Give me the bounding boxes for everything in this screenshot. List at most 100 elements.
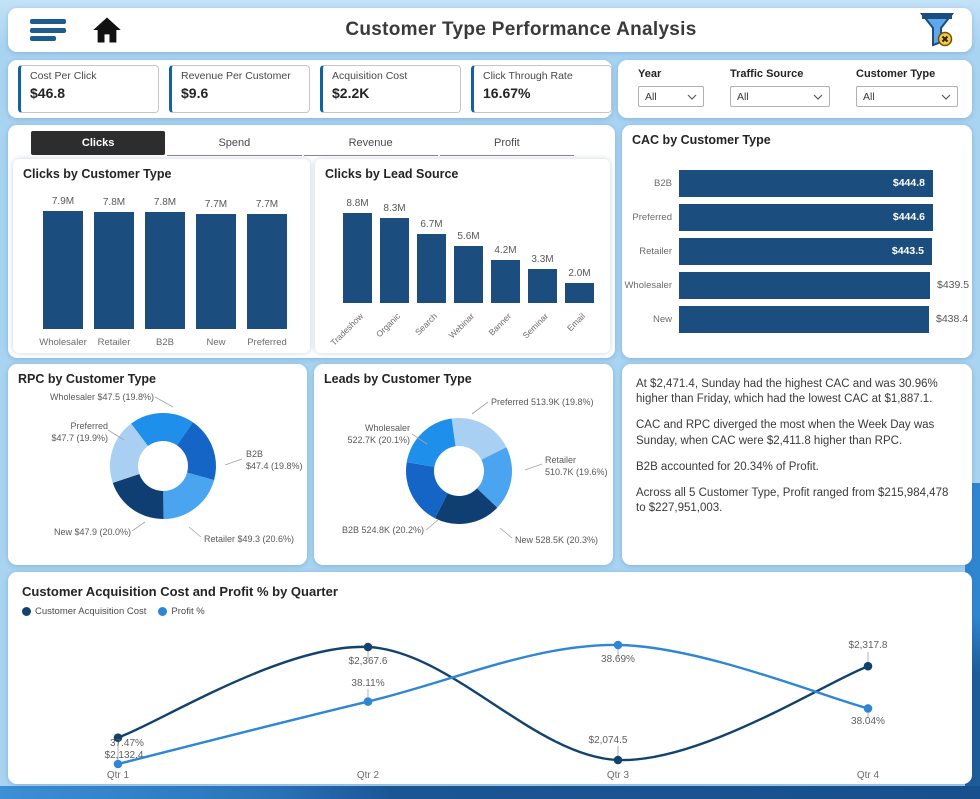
donut-label-preferred: Preferred 513.9K (19.8%) (491, 397, 594, 407)
donut-segment-Wholesaler[interactable] (108, 411, 217, 520)
bar-plot: 7.9M Wholesaler 7.8M Retailer 7.8M B2B 7.7M New… (13, 159, 310, 353)
data-point-Qtr 3[interactable] (613, 755, 623, 765)
tab-spend[interactable]: Spend (167, 131, 302, 156)
data-point-Qtr 2[interactable] (363, 642, 373, 652)
line-Customer Acquisition Cost (117, 645, 869, 762)
bar-Tradeshow[interactable] (343, 213, 372, 303)
bar-category-label: B2B (654, 178, 672, 189)
bar-B2B[interactable] (145, 212, 185, 329)
kpi-row: Cost Per Click $46.8 Revenue Per Custome… (8, 60, 612, 118)
bar-category-label: Retailer (97, 337, 131, 348)
filter-label: Customer Type (856, 68, 936, 80)
bar-Preferred[interactable] (679, 204, 933, 231)
customer-type-dropdown[interactable]: All (856, 86, 958, 107)
donut-label-b2b: B2B 524.8K (20.2%) (341, 525, 424, 535)
menu-icon[interactable] (30, 19, 66, 41)
bar-Wholesaler[interactable] (679, 272, 930, 299)
data-point-Qtr 3[interactable] (613, 640, 623, 650)
filter-year: Year All (638, 68, 704, 107)
donut-segment-B2B[interactable] (108, 411, 217, 520)
kpi-card-acquisition-cost: Acquisition Cost $2.2K (320, 65, 461, 113)
bar-Preferred[interactable] (247, 214, 287, 329)
metric-tabs: Clicks Spend Revenue Profit (30, 131, 575, 156)
donut-chart (108, 411, 217, 520)
bar-value-label: 3.3M (531, 254, 554, 265)
donut-segment-B2B[interactable] (406, 418, 512, 524)
tab-profit[interactable]: Profit (439, 131, 574, 156)
bar-plot: 8.8M Tradeshow 8.3M Organic 6.7M Search 5.6M We… (315, 159, 610, 353)
bar-value-label: 7.7M (204, 199, 228, 210)
dropdown-value: All (737, 90, 749, 103)
clicks-by-customer-type-chart: Clicks by Customer Type 7.9M Wholesaler 7.… (13, 159, 310, 353)
data-point-Qtr 4[interactable] (863, 704, 873, 713)
tab-clicks[interactable]: Clicks (31, 131, 166, 155)
donut-segment-Retailer[interactable] (108, 411, 217, 520)
chevron-down-icon (941, 94, 951, 100)
bar-Organic[interactable] (380, 218, 409, 303)
bar-category-label: Retailer (639, 246, 672, 257)
bar-Webinar[interactable] (454, 246, 483, 303)
kpi-label: Cost Per Click (30, 70, 97, 82)
bar-category-label: Preferred (632, 212, 672, 223)
data-point-Qtr 2[interactable] (363, 697, 373, 706)
bar-Email[interactable] (565, 283, 594, 303)
filter-row: Year All Traffic Source All Customer Typ… (618, 60, 972, 118)
kpi-value: $46.8 (30, 85, 66, 101)
cac-profit-by-quarter-chart: Customer Acquisition Cost and Profit % b… (8, 572, 972, 784)
bar-value-label: 7.9M (51, 196, 75, 207)
kpi-label: Revenue Per Customer (181, 70, 291, 82)
bar-value-label: 7.8M (153, 197, 177, 208)
donut-segment-Wholesaler[interactable] (406, 418, 512, 524)
legend-label: Profit % (171, 606, 205, 617)
kpi-value: $9.6 (181, 85, 209, 101)
dropdown-value: All (863, 90, 875, 103)
bar-Wholesaler[interactable] (43, 211, 83, 329)
home-icon[interactable] (92, 16, 122, 44)
chart-title: RPC by Customer Type (18, 372, 156, 386)
data-point-label: 38.69% (601, 654, 635, 665)
data-point-Qtr 4[interactable] (863, 661, 873, 671)
bar-Banner[interactable] (491, 260, 520, 303)
rpc-by-customer-type-chart: RPC by Customer Type Wholesaler $47.5 (1… (8, 364, 307, 565)
donut-label-new: New 528.5K (20.3%) (515, 535, 599, 545)
data-point-Qtr 1[interactable] (113, 759, 123, 769)
bar-Retailer[interactable] (679, 238, 932, 265)
donut-segment-New[interactable] (108, 411, 217, 520)
kpi-label: Acquisition Cost (332, 70, 408, 82)
bar-value-label: 4.2M (494, 245, 517, 256)
bar-Retailer[interactable] (94, 212, 134, 329)
bar-value-label: $444.8 (892, 177, 925, 189)
x-axis-label: Qtr 4 (857, 770, 880, 781)
chevron-down-icon (813, 94, 823, 100)
donut-label-wholesaler: Wholesaler $47.5 (19.8%) (49, 392, 154, 402)
bottom-accent-strip (0, 786, 980, 799)
traffic-source-dropdown[interactable]: All (730, 86, 830, 107)
bar-value-label: $444.6 (892, 211, 925, 223)
donut-segment-New[interactable] (406, 418, 512, 524)
bar-category-label: Banner (486, 311, 513, 338)
bar-plot: B2B $444.8 Preferred $444.6 Retailer $443.5 Wh… (622, 125, 972, 358)
bar-category-label: New (652, 314, 672, 325)
donut-segment-Retailer[interactable] (406, 418, 512, 524)
bar-category-label: Wholesaler (39, 337, 87, 348)
header-bar: Customer Type Performance Analysis (8, 8, 972, 52)
data-point-Qtr 1[interactable] (113, 733, 123, 742)
data-point-label: $2,367.6 (349, 656, 388, 667)
bar-value-label: 8.3M (383, 203, 406, 214)
bar-Seminar[interactable] (528, 269, 557, 303)
bar-New[interactable] (196, 214, 236, 329)
clicks-by-lead-source-chart: Clicks by Lead Source 8.8M Tradeshow 8.3M O… (315, 159, 610, 353)
year-dropdown[interactable]: All (638, 86, 704, 107)
legend-item-profit: Profit % (158, 606, 205, 617)
bar-value-label: $439.5 (937, 279, 970, 291)
legend-dot (22, 607, 31, 616)
data-point-label: 38.11% (351, 678, 384, 689)
kpi-value: 16.67% (483, 85, 531, 101)
tab-revenue[interactable]: Revenue (303, 131, 438, 156)
bar-category-label: Webinar (446, 311, 476, 341)
bar-Search[interactable] (417, 234, 446, 303)
clear-filter-icon[interactable] (919, 12, 955, 48)
bar-B2B[interactable] (679, 170, 933, 197)
bar-New[interactable] (679, 306, 929, 333)
